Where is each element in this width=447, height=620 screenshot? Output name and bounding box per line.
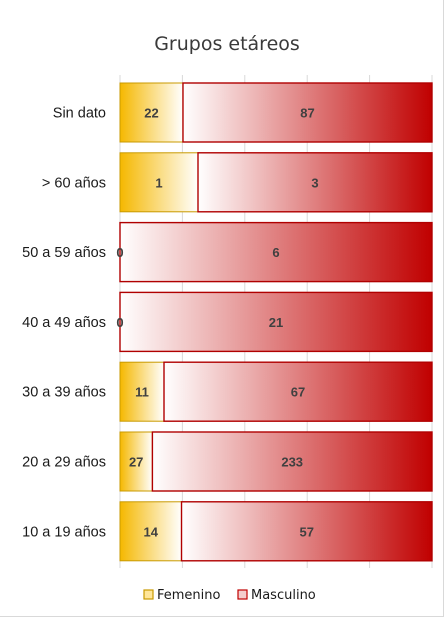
category-label: > 60 años [42, 175, 106, 191]
data-label-masculino: 3 [311, 175, 318, 190]
data-label-femenino: 22 [144, 106, 158, 121]
bar-masculino [163, 361, 433, 422]
category-label: 50 a 59 años [22, 245, 106, 261]
category-label: 20 a 29 años [22, 455, 106, 471]
bars [119, 82, 433, 562]
bar-masculino [197, 152, 433, 213]
bar-femenino [119, 152, 199, 213]
data-label-femenino: 1 [155, 175, 162, 190]
labels: Sin dato 22 87 > 60 años 1 3 50 a 59 años 0 6 40 … [22, 106, 318, 541]
bar-masculino [180, 501, 433, 562]
bar-femenino [119, 361, 165, 422]
data-label-masculino: 67 [291, 385, 305, 400]
data-label-femenino: 27 [129, 455, 143, 470]
bar-femenino [119, 501, 183, 562]
data-label-femenino: 11 [135, 385, 149, 400]
bar-masculino [151, 431, 433, 492]
bar-masculino [119, 291, 433, 353]
data-label-femenino: 0 [116, 245, 123, 260]
data-label-masculino: 21 [269, 315, 283, 330]
category-label: 40 a 49 años [22, 315, 106, 331]
chart-title: Grupos etáreos [154, 33, 300, 55]
legend-swatch-masculino [237, 589, 248, 600]
data-label-femenino: 0 [116, 315, 123, 330]
bar-masculino [182, 82, 433, 143]
data-label-femenino: 14 [144, 524, 159, 539]
bar-masculino [119, 221, 433, 283]
data-label-masculino: 57 [300, 524, 314, 539]
data-label-masculino: 87 [300, 106, 314, 121]
legend: Femenino Masculino [143, 588, 316, 603]
data-label-masculino: 233 [281, 455, 303, 470]
legend-label-femenino: Femenino [157, 588, 221, 603]
category-label: 30 a 39 años [22, 385, 106, 401]
category-label: 10 a 19 años [22, 524, 106, 540]
data-label-masculino: 6 [272, 245, 279, 260]
category-label: Sin dato [53, 106, 106, 122]
legend-label-masculino: Masculino [251, 588, 316, 603]
legend-swatch-femenino [143, 589, 154, 600]
